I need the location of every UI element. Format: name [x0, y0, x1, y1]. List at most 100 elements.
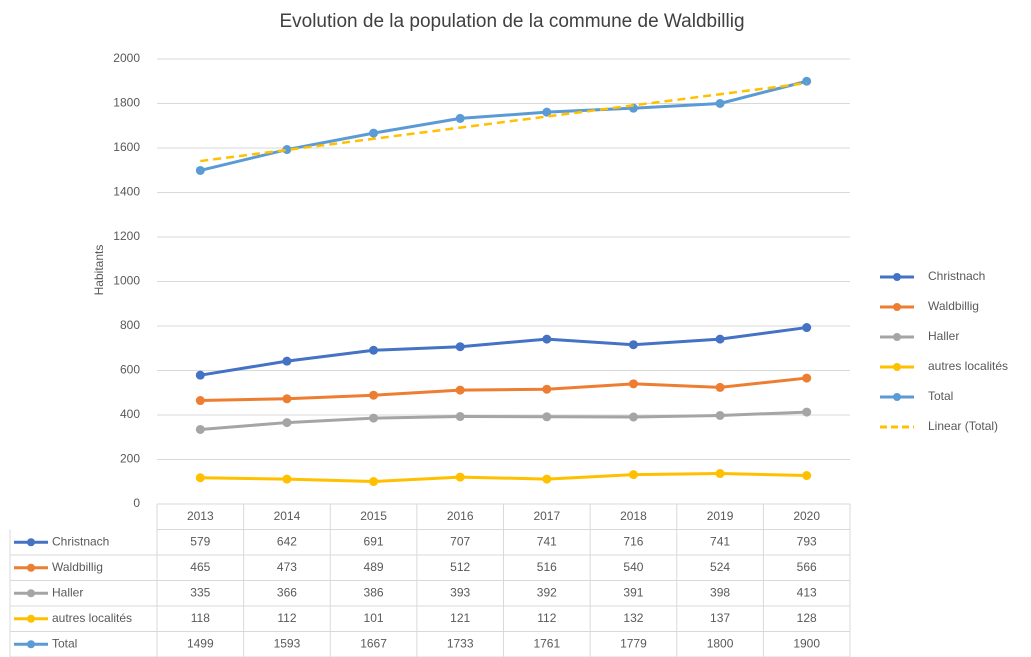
table-cell: 741	[710, 534, 730, 548]
table-cell: 716	[623, 534, 643, 548]
data-point	[455, 472, 465, 482]
data-point	[195, 370, 205, 380]
table-cell: 566	[797, 560, 817, 574]
x-tick-label: 2020	[793, 509, 820, 523]
table-cell: 1499	[187, 636, 214, 650]
table-cell: 1779	[620, 636, 647, 650]
table-cell: 392	[537, 585, 557, 599]
table-cell: 393	[450, 585, 470, 599]
x-tick-label: 2018	[620, 509, 647, 523]
series-line	[200, 326, 807, 377]
data-point	[628, 470, 638, 480]
series-line	[199, 79, 808, 172]
x-tick-label: 2015	[360, 509, 387, 523]
data-point	[369, 477, 379, 487]
table-cell: 137	[710, 611, 730, 625]
data-point	[455, 113, 465, 123]
legend-marker	[27, 640, 35, 649]
table-cell: 741	[537, 534, 557, 548]
data-point	[195, 424, 205, 434]
table-cell: 540	[623, 560, 643, 574]
data-point	[802, 76, 812, 86]
data-point	[455, 385, 465, 395]
data-point	[715, 334, 725, 344]
table-cell: 579	[190, 534, 210, 548]
data-point	[628, 340, 638, 350]
table-cell: 335	[190, 585, 210, 599]
table-cell: 132	[623, 611, 643, 625]
x-tick-label: 2014	[274, 509, 301, 523]
y-tick-label: 200	[120, 452, 140, 466]
table-cell: 1800	[707, 636, 734, 650]
table-cell: 642	[277, 534, 297, 548]
data-point	[195, 396, 205, 406]
table-cell: 516	[537, 560, 557, 574]
table-cell: 391	[623, 585, 643, 599]
table-cell: 489	[364, 560, 384, 574]
table-cell: 112	[277, 611, 296, 625]
legend-label: Total	[928, 389, 953, 403]
legend-label: autres localités	[928, 359, 1008, 373]
legend-marker	[893, 333, 901, 341]
data-point	[628, 379, 638, 389]
data-point	[282, 145, 292, 155]
y-tick-label: 800	[120, 318, 140, 332]
table-cell: 1900	[793, 636, 820, 650]
table-cell: 1667	[360, 636, 387, 650]
data-point	[542, 334, 552, 344]
y-tick-label: 1400	[113, 185, 140, 199]
table-row-label: Waldbillig	[52, 560, 103, 574]
trendline	[200, 81, 807, 163]
legend-marker	[27, 614, 35, 623]
table-cell: 1761	[533, 636, 560, 650]
data-point	[195, 165, 205, 175]
data-point	[715, 99, 725, 108]
legend-label: Waldbillig	[928, 299, 979, 313]
table-cell: 524	[710, 560, 730, 574]
table-cell: 101	[364, 611, 384, 625]
y-tick-label: 1000	[113, 274, 140, 288]
y-axis-label: Habitants	[92, 245, 106, 296]
legend-label: Christnach	[928, 269, 985, 283]
table-cell: 465	[190, 560, 210, 574]
series-line	[200, 410, 807, 431]
legend-marker	[27, 589, 35, 598]
table-cell: 366	[277, 585, 297, 599]
data-point	[542, 412, 552, 422]
data-point	[282, 474, 292, 484]
data-point	[195, 473, 205, 483]
data-point	[802, 471, 812, 481]
data-point	[715, 382, 725, 392]
table-cell: 707	[450, 534, 470, 548]
data-point	[802, 407, 812, 417]
table-cell: 793	[797, 534, 817, 548]
y-tick-label: 1200	[113, 229, 140, 243]
data-point	[715, 410, 725, 420]
data-point	[369, 345, 379, 355]
data-point	[369, 390, 379, 400]
table-cell: 473	[277, 560, 297, 574]
legend-marker	[893, 363, 901, 371]
series-line	[200, 376, 807, 403]
table-row-label: Total	[52, 636, 77, 650]
chart-title: Evolution de la population de la commune…	[279, 11, 744, 32]
table-cell: 128	[797, 611, 817, 625]
legend-marker	[893, 393, 901, 401]
x-tick-label: 2013	[187, 509, 214, 523]
data-point	[455, 412, 465, 422]
table-cell: 691	[364, 534, 384, 548]
data-point	[542, 384, 552, 394]
table-cell: 1593	[274, 636, 301, 650]
data-point	[369, 128, 379, 138]
table-cell: 398	[710, 585, 730, 599]
data-point	[369, 413, 379, 423]
data-point	[802, 323, 812, 333]
x-tick-label: 2019	[707, 509, 734, 523]
legend-marker	[893, 303, 901, 311]
data-point	[542, 474, 552, 484]
table-cell: 118	[191, 611, 210, 625]
table-cell: 413	[797, 585, 817, 599]
data-point	[802, 373, 812, 383]
table-row-label: Christnach	[52, 534, 109, 548]
table-cell: 121	[450, 611, 470, 625]
